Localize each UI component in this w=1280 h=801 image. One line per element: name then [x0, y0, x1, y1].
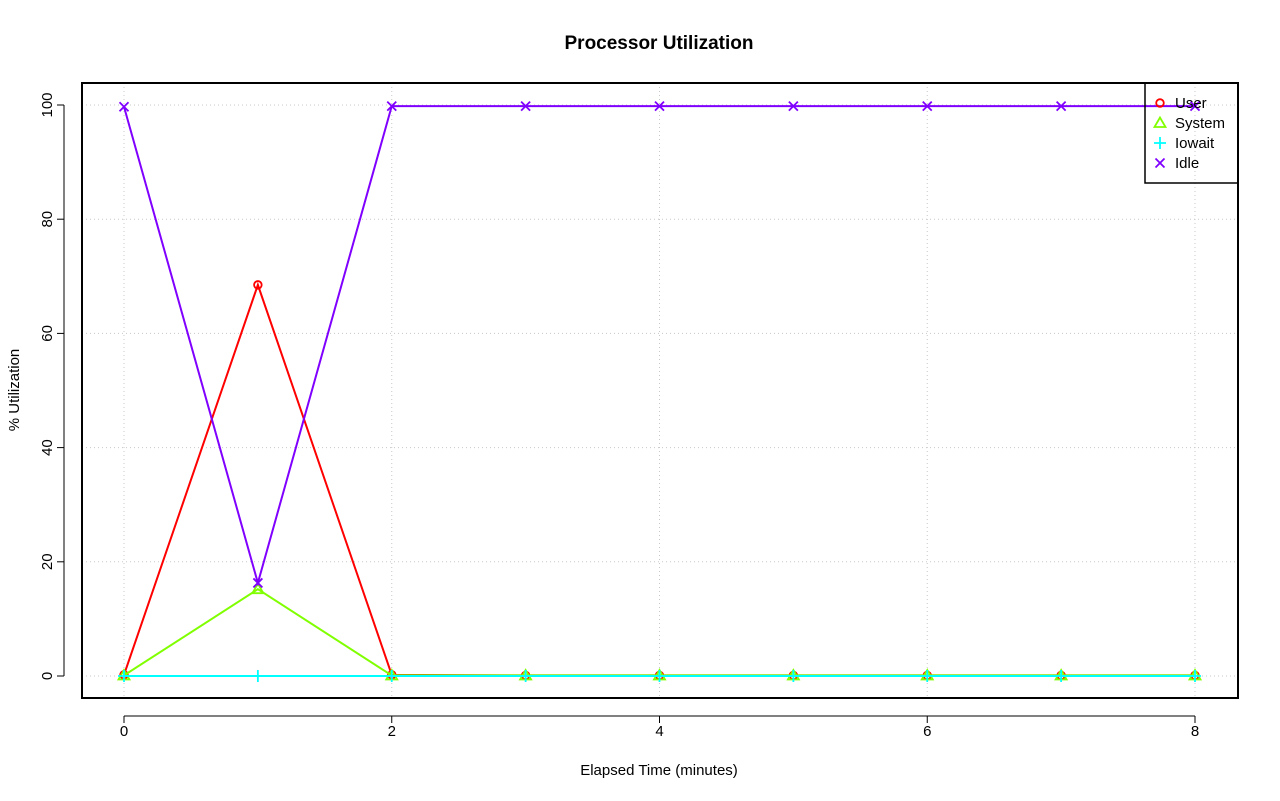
x-tick-label: 0 [120, 723, 128, 740]
y-tick-label: 80 [39, 211, 56, 228]
legend: User System Iowait Idle [1144, 82, 1239, 184]
data-point-iowait [1055, 670, 1068, 682]
legend-marker-system [1152, 115, 1168, 128]
legend-item-system: System [1152, 115, 1225, 132]
legend-marker-user [1155, 98, 1165, 108]
series-line-system [123, 588, 1195, 677]
data-point-idle [654, 101, 665, 112]
data-point-system [250, 581, 265, 595]
legend-item-user: User [1155, 95, 1207, 112]
data-point-idle [252, 577, 264, 589]
data-point-iowait [519, 670, 532, 682]
data-point-user [253, 280, 263, 290]
y-tick-label: 0 [39, 672, 56, 680]
legend-label-user: User [1175, 95, 1207, 112]
data-point-idle [788, 101, 799, 112]
x-tick-label: 2 [388, 723, 396, 740]
data-point-idle [118, 101, 130, 112]
legend-marker-idle [1154, 157, 1166, 169]
legend-label-iowait: Iowait [1175, 135, 1215, 152]
grid [82, 83, 1238, 698]
data-point-idle [1055, 101, 1067, 112]
y-tick-label: 100 [39, 92, 56, 117]
y-axis-label: % Utilization [6, 349, 23, 432]
series-group [116, 101, 1203, 682]
legend-marker-iowait [1154, 137, 1166, 149]
series-iowait [118, 670, 1201, 682]
x-tick-label: 6 [923, 723, 931, 740]
y-tick-label: 60 [39, 325, 56, 342]
x-axis-label: Elapsed Time (minutes) [580, 762, 738, 779]
data-point-idle [922, 101, 933, 112]
data-point-iowait [653, 670, 666, 682]
y-tick-label: 40 [39, 439, 56, 456]
x-tick-label: 8 [1191, 723, 1199, 740]
legend-box [1144, 82, 1239, 184]
data-point-iowait [921, 670, 934, 682]
x-tick-label: 4 [655, 723, 663, 740]
data-point-idle [1189, 101, 1201, 112]
chart-title: Processor Utilization [565, 33, 754, 54]
data-point-iowait [1189, 670, 1201, 682]
legend-item-iowait: Iowait [1154, 135, 1215, 152]
data-point-idle [520, 101, 531, 112]
data-point-iowait [118, 670, 130, 682]
data-point-iowait [787, 670, 800, 682]
data-point-iowait [385, 670, 398, 682]
data-point-iowait [251, 670, 264, 682]
plot-frame [81, 82, 1239, 699]
data-point-idle [386, 101, 397, 112]
series-idle [118, 101, 1201, 589]
y-tick-label: 20 [39, 553, 56, 570]
legend-label-system: System [1175, 115, 1225, 132]
legend-label-idle: Idle [1175, 155, 1199, 172]
legend-item-idle: Idle [1154, 155, 1199, 172]
